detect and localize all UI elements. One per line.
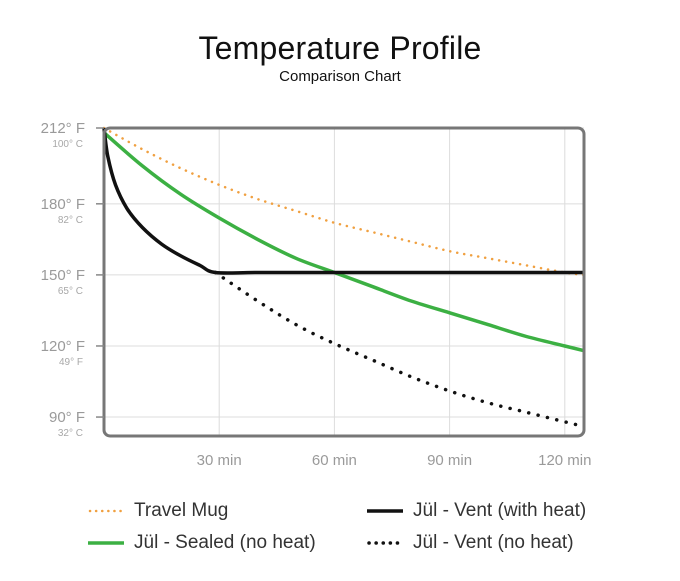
- legend: Travel Mug Jül - Vent (with heat) Jül - …: [0, 500, 680, 570]
- x-tick-label: 120 min: [538, 452, 591, 469]
- series-line-3: [213, 270, 586, 429]
- y-tick-sublabel: 32° C: [58, 428, 83, 439]
- x-axis-ticks: 30 min 60 min 90 min 120 min: [197, 452, 592, 469]
- chart-title: Temperature Profile: [198, 30, 482, 66]
- legend-label: Travel Mug: [134, 500, 229, 521]
- y-tick-label: 212° F: [41, 120, 85, 137]
- y-tick-sublabel: 100° C: [52, 139, 83, 150]
- chart-subtitle: Comparison Chart: [279, 68, 401, 85]
- x-tick-label: 30 min: [197, 452, 242, 469]
- y-tick-label: 90° F: [49, 409, 85, 426]
- series-group: [102, 126, 586, 429]
- legend-label: Jül - Sealed (no heat): [134, 532, 316, 553]
- legend-item-vent-no-heat: Jül - Vent (no heat): [367, 532, 574, 554]
- grid-lines: [104, 127, 584, 436]
- y-tick-sublabel: 65° C: [58, 286, 83, 297]
- y-axis-ticks: 212° F 100° C 180° F 82° C 150° F 65° C 120° F…: [41, 120, 104, 439]
- x-tick-label: 60 min: [312, 452, 357, 469]
- x-tick-label: 90 min: [427, 452, 472, 469]
- y-tick-sublabel: 82° C: [58, 215, 83, 226]
- legend-item-sealed-no-heat: Jül - Sealed (no heat): [88, 532, 316, 554]
- series-line-1: [102, 131, 585, 353]
- legend-item-vent-with-heat: Jül - Vent (with heat): [367, 500, 586, 522]
- legend-swatch-sealed-no-heat: [88, 541, 124, 545]
- y-tick-label: 180° F: [41, 196, 85, 213]
- y-tick-label: 120° F: [41, 338, 85, 355]
- plot-frame: [102, 126, 586, 438]
- legend-swatch-travel-mug: [88, 509, 124, 513]
- y-tick-label: 150° F: [41, 267, 85, 284]
- y-tick-sublabel: 49° F: [59, 357, 83, 368]
- legend-label: Jül - Vent (with heat): [413, 500, 587, 521]
- legend-swatch-vent-with-heat: [367, 509, 403, 513]
- legend-item-travel-mug: Travel Mug: [88, 500, 228, 522]
- legend-label: Jül - Vent (no heat): [413, 532, 574, 553]
- legend-swatch-vent-no-heat: [367, 541, 403, 545]
- series-line-0: [102, 126, 586, 277]
- series-line-2: [102, 127, 584, 275]
- temperature-chart: 212° F 100° C 180° F 82° C 150° F 65° C 120° F…: [41, 120, 592, 469]
